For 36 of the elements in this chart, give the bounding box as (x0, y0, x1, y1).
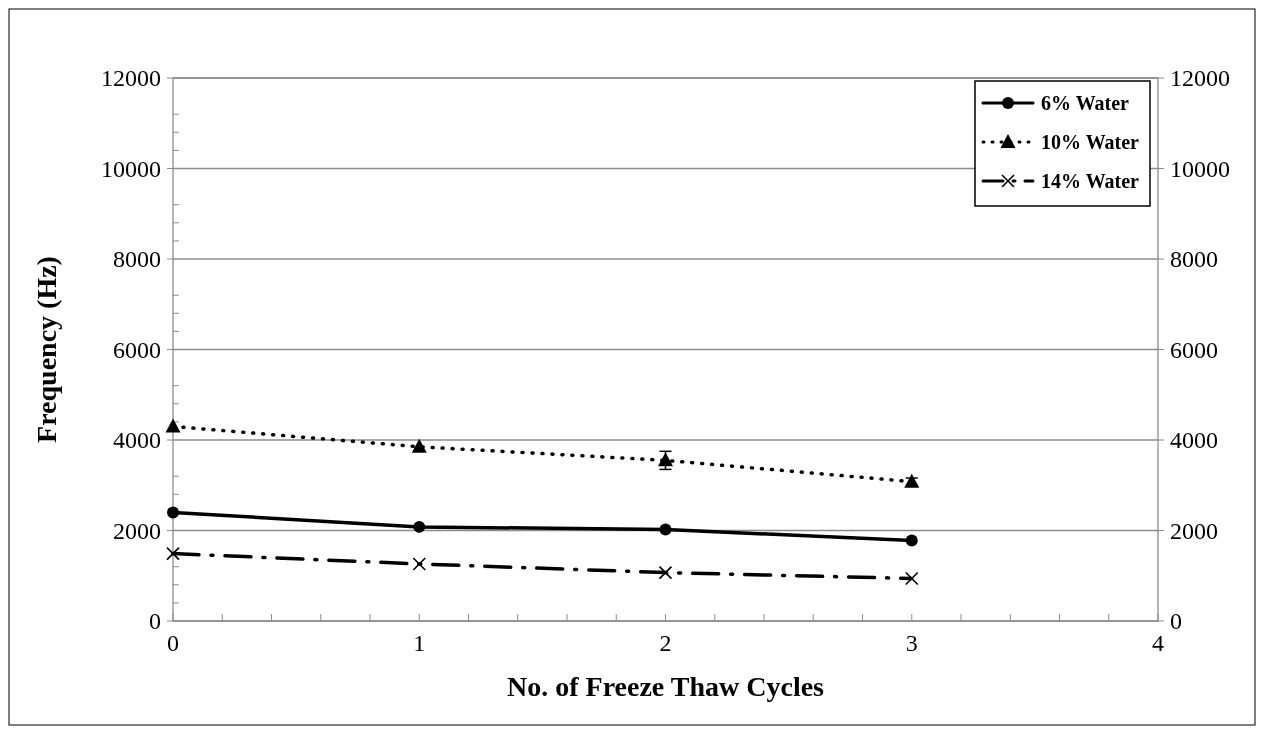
y-tick-label: 8000 (113, 246, 161, 273)
point (413, 520, 426, 533)
y-tick-label: 0 (149, 608, 161, 635)
y2-tick-label: 12000 (1170, 65, 1230, 92)
y-axis-title: Frequency (Hz) (31, 256, 62, 443)
point (904, 571, 919, 586)
y-tick-label: 6000 (113, 336, 161, 363)
legend-label: 6% Water (1041, 92, 1130, 114)
x-tick-label: 4 (1152, 630, 1164, 656)
y2-tick-label: 4000 (1170, 427, 1218, 454)
point (411, 438, 427, 453)
point (658, 565, 673, 580)
point (167, 506, 179, 519)
point (165, 418, 181, 433)
x-axis-title: No. of Freeze Thaw Cycles (507, 671, 825, 702)
y2-tick-label: 10000 (1170, 155, 1230, 182)
legend-label: 14% Water (1041, 170, 1140, 192)
point (659, 523, 672, 536)
y2-tick-label: 6000 (1170, 336, 1218, 363)
y-tick-label: 10000 (101, 155, 161, 182)
point (166, 546, 180, 561)
y2-tick-label: 2000 (1170, 517, 1218, 544)
point (658, 452, 673, 467)
x-tick-label: 1 (413, 630, 426, 656)
legend-label: 10% Water (1041, 131, 1140, 153)
y-tick-label: 4000 (113, 427, 161, 454)
y-tick-label: 12000 (101, 65, 161, 92)
x-tick-label: 2 (659, 630, 672, 656)
point (904, 473, 920, 488)
point (905, 534, 918, 547)
x-tick-label: 3 (905, 630, 918, 656)
x-tick-label: 0 (167, 630, 179, 656)
y2-tick-label: 8000 (1170, 246, 1218, 273)
y-tick-label: 2000 (113, 517, 161, 544)
point (412, 557, 427, 571)
y2-tick-label: 0 (1170, 608, 1182, 635)
